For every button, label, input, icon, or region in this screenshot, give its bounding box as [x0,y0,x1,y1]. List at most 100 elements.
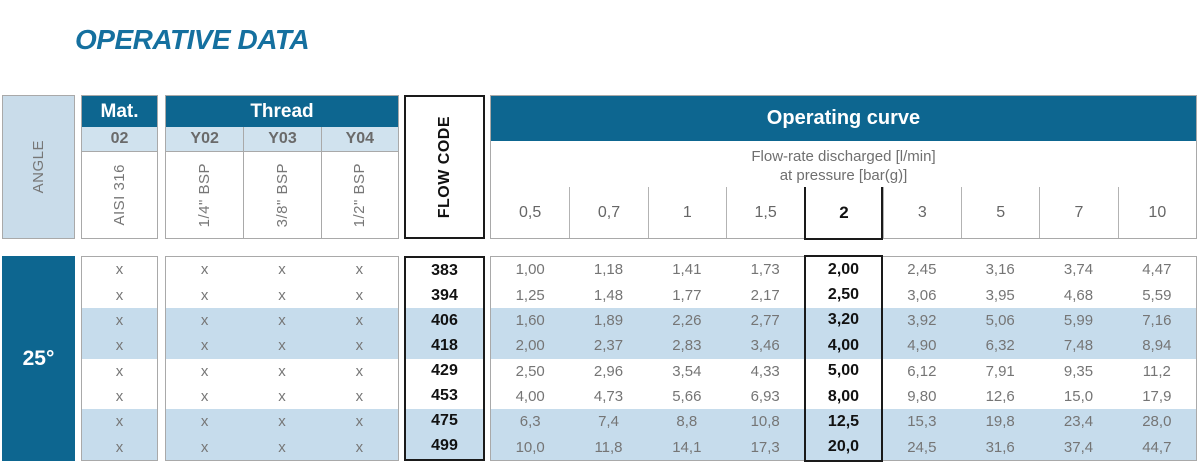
thread-availability-mark: x [200,311,209,329]
flow-rate-value: 4,33 [750,362,780,380]
flow-rate-value: 2,26 [672,311,702,329]
thread-availability-mark: x [355,261,364,279]
table-row: 10,0 11,8 14,1 17,3 20,0 24,5 31,6 37,4 44,7 [491,434,1196,460]
flow-rate-value: 2,77 [750,311,780,329]
table-row: x [82,333,157,359]
flow-rate-value: 5,00 [827,362,860,380]
material-availability-mark: x [115,311,124,329]
table-row: 475 [406,408,483,434]
flow-rate-value: 4,00 [827,336,860,354]
flow-rate-value: 2,17 [750,286,780,304]
flow-rate-value: 23,4 [1063,413,1094,431]
flow-rate-value: 17,3 [750,438,780,456]
flow-code-value: 394 [431,286,458,304]
table-row: 499 [406,433,483,459]
table-row: 418 [406,333,483,359]
operating-curve-subtitle: Flow-rate discharged [l/min] at pressure… [491,141,1196,187]
flow-rate-value: 1,60 [515,311,545,329]
flow-rate-value: 3,16 [985,261,1015,279]
table-row: x [82,384,157,409]
table-row: x [82,359,157,384]
flow-rate-value: 24,5 [907,438,937,456]
angle-value: 25° [22,346,55,370]
flow-rate-value: 9,80 [907,388,937,406]
curve-subtitle-line2: at pressure [bar(g)] [779,167,908,184]
flow-rate-value: 5,99 [1063,311,1094,329]
table-row: x [82,434,157,460]
flow-rate-value: 4,90 [907,337,937,355]
thread-label-cell: 3/8" BSP [244,152,320,238]
flow-rate-value: 6,93 [750,388,780,406]
table-row: 406 [406,308,483,334]
thread-subcolumn: Y03 3/8" BSP [243,127,321,238]
flow-rate-value: 12,6 [985,388,1015,406]
flow-rate-value: 6,32 [985,337,1015,355]
material-label-cell: AISI 316 [82,152,157,238]
flow-rate-value: 6,12 [907,362,937,380]
table-row: 453 [406,384,483,409]
thread-subcolumn: Y02 1/4" BSP [166,127,244,238]
thread-label: 1/4" BSP [196,162,214,228]
flow-rate-value: 1,18 [593,261,624,279]
flow-code-value: 429 [431,362,458,380]
flow-rate-value: 4,68 [1063,286,1094,304]
flow-code-body: 383 394 406 418 429 453 475 499 [404,256,485,461]
table-row: 2,50 2,96 3,54 4,33 5,00 6,12 7,91 9,35 11,2 [491,359,1196,384]
page-title: OPERATIVE DATA [75,24,310,55]
thread-header-bar: Thread [166,96,398,127]
thread-availability-mark: x [200,413,209,431]
operating-curve-body: 1,00 1,18 1,41 1,73 2,00 2,45 3,16 3,74 4,47 1,25… [490,255,1197,462]
thread-availability-mark: x [355,337,364,355]
flow-rate-value: 3,54 [672,362,702,380]
thread-code-cell: Y02 [166,127,244,152]
table-row: 1,00 1,18 1,41 1,73 2,00 2,45 3,16 3,74 4,47 [491,257,1196,282]
thread-availability-mark: x [278,438,286,456]
flow-rate-value: 17,9 [1142,388,1172,406]
flow-rate-value: 7,91 [985,362,1015,380]
flow-rate-value: 10,0 [515,438,545,456]
flow-rate-value: 5,59 [1142,286,1172,304]
pressure-header-cell: 0,7 [569,187,647,238]
material-availability-mark: x [115,337,124,355]
flow-rate-value: 3,92 [907,311,937,329]
thread-availability-mark: x [355,362,364,380]
pressure-header-cell: 10 [1117,187,1196,238]
thread-availability-mark: x [200,286,209,304]
table-row: 1,60 1,89 2,26 2,77 3,20 3,92 5,06 5,99 7,16 [491,307,1196,334]
table-row: x [82,282,157,307]
flow-code-value: 406 [431,311,458,329]
table-row: 394 [406,283,483,308]
flow-rate-value: 15,3 [907,413,937,431]
pressure-header-cell: 3 [882,187,961,238]
flow-rate-value: 1,41 [672,261,702,279]
thread-availability-mark: x [200,362,209,380]
table-row: x [82,307,157,334]
thread-availability-mark: x [355,286,364,304]
flow-rate-value: 11,2 [1142,362,1171,380]
flow-rate-value: 4,47 [1142,261,1172,279]
material-availability-mark: x [115,261,124,279]
table-row: 429 [406,359,483,384]
thread-column-header: Thread Y02 1/4" BSP Y03 3/8" BSP Y04 1/2… [165,95,399,239]
thread-code-cell: Y03 [244,127,321,152]
thread-header-label: Thread [250,100,314,122]
flow-rate-value: 2,50 [515,362,545,380]
flow-rate-value: 9,35 [1063,362,1094,380]
thread-availability-mark: x [200,337,209,355]
thread-availability-mark: x [355,413,364,431]
table-row: 1,25 1,48 1,77 2,17 2,50 3,06 3,95 4,68 5,59 [491,282,1196,307]
flow-rate-value: 1,00 [515,261,545,279]
material-code-cell: 02 [82,127,157,152]
flow-code-value: 418 [431,336,458,354]
flow-rate-value: 2,96 [593,362,624,380]
flow-code-header-label: FLOW CODE [435,115,453,219]
operating-curve-header-bar: Operating curve [491,96,1196,141]
flow-rate-value: 1,25 [515,286,545,304]
table-row: x [82,257,157,282]
flow-rate-value: 14,1 [672,438,702,456]
flow-code-header: FLOW CODE [404,95,485,239]
flow-rate-value: 3,46 [750,337,780,355]
